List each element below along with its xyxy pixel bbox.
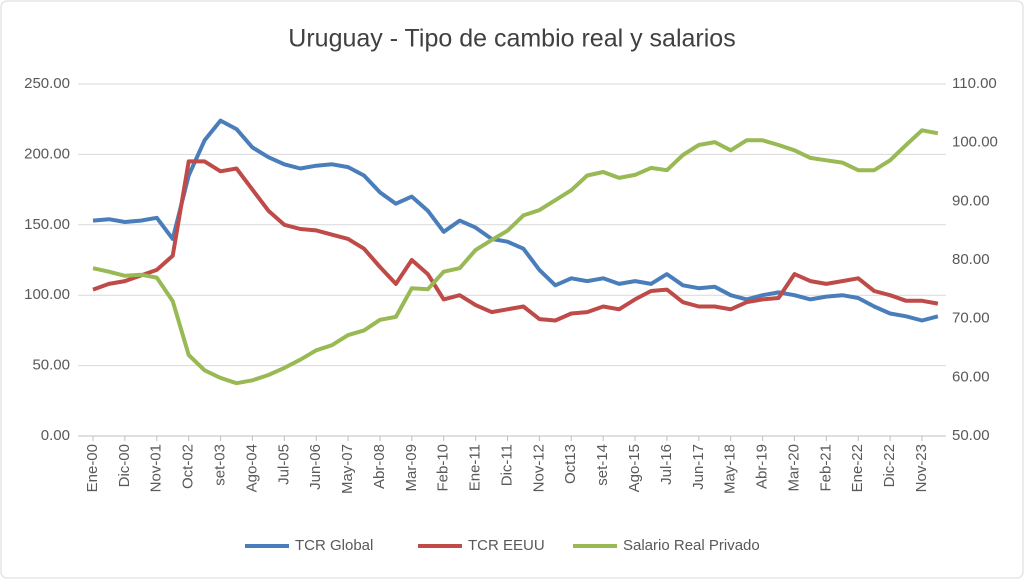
x-tick-label: Jul-05 (275, 444, 292, 485)
y-tick-label: 200.00 (24, 145, 70, 162)
y2-tick-label: 90.00 (952, 192, 990, 209)
x-tick-label: Ago-15 (626, 444, 643, 492)
series-line (92, 118, 939, 323)
x-tick-label: Ene-00 (84, 444, 101, 492)
y2-tick-label: 50.00 (952, 427, 990, 444)
x-tick-label: Jun-06 (307, 444, 324, 490)
x-tick-label: Nov-23 (913, 444, 930, 492)
y2-tick-label: 100.00 (952, 134, 998, 151)
series-line (92, 159, 939, 323)
x-tick-label: Jun-17 (690, 444, 707, 490)
y2-tick-label: 80.00 (952, 251, 990, 268)
x-tick-label: Ene-22 (849, 444, 866, 492)
x-tick-label: Dic-11 (498, 444, 515, 486)
x-tick-label: May-18 (722, 444, 739, 494)
x-tick-label: Jul-16 (658, 444, 675, 485)
y-tick-label: 0.00 (41, 427, 70, 444)
x-tick-label: set-03 (212, 444, 229, 486)
x-tick-label: set-14 (594, 444, 611, 486)
y-tick-label: 50.00 (32, 357, 70, 374)
x-tick-label: Dic-00 (116, 444, 133, 487)
legend-label: TCR EEUU (468, 537, 545, 554)
y-tick-label: 250.00 (24, 75, 70, 92)
x-tick-label: Abr-08 (371, 444, 388, 489)
x-tick-label: Mar-20 (785, 444, 802, 492)
y-tick-label: 150.00 (24, 216, 70, 233)
x-tick-label: Mar-09 (403, 444, 420, 492)
x-tick-label: Oct-02 (180, 444, 197, 489)
x-tick-label: Dic-22 (881, 444, 898, 487)
x-tick-label: Oct13 (562, 444, 579, 484)
x-tick-label: Ene-11 (467, 444, 484, 491)
x-tick-label: Abr-19 (754, 444, 771, 489)
x-tick-label: May-07 (339, 444, 356, 494)
x-tick-label: Feb-10 (435, 444, 452, 492)
x-tick-label: Ago-04 (243, 444, 260, 492)
x-tick-label: Nov-01 (148, 444, 165, 492)
x-tick-label: Nov-12 (530, 444, 547, 492)
chart-title: Uruguay - Tipo de cambio real y salarios (288, 25, 735, 53)
series-line (92, 128, 939, 386)
x-tick-label: Feb-21 (817, 444, 834, 492)
legend-label: Salario Real Privado (623, 537, 760, 554)
y2-tick-label: 110.00 (952, 75, 997, 92)
y2-tick-label: 60.00 (952, 368, 990, 385)
y-tick-label: 100.00 (24, 286, 70, 303)
legend-label: TCR Global (295, 537, 373, 554)
y2-tick-label: 70.00 (952, 310, 990, 327)
